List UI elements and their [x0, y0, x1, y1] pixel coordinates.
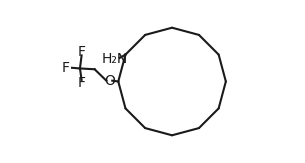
Text: F: F	[62, 61, 70, 75]
Text: H₂N: H₂N	[102, 52, 128, 67]
Text: F: F	[77, 45, 86, 59]
Text: O: O	[104, 74, 115, 88]
Text: F: F	[77, 76, 86, 90]
